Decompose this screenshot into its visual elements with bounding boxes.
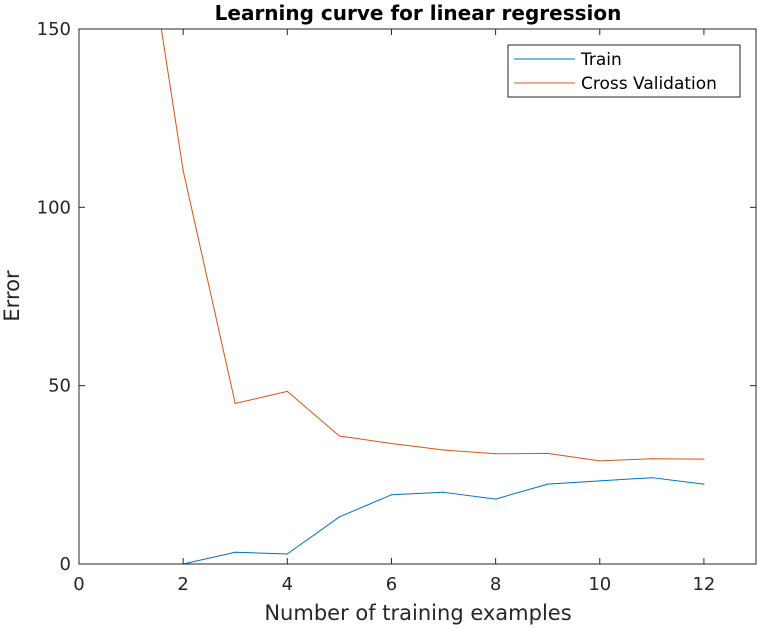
- y-tick-label: 150: [37, 19, 71, 40]
- cross-validation-data-point: [599, 460, 601, 462]
- train-data-point: [286, 553, 288, 555]
- cross-validation-data-point: [442, 449, 445, 451]
- cross-validation-data-point: [286, 390, 288, 392]
- train-data-point: [442, 491, 445, 493]
- legend-box: [507, 44, 741, 98]
- legend: Train Cross Validation: [507, 44, 741, 98]
- x-tick-label: 6: [386, 574, 397, 595]
- y-tick-label: 100: [37, 197, 71, 218]
- cross-validation-data-point: [651, 458, 653, 460]
- x-tick-label: 10: [588, 574, 611, 595]
- y-tick-label: 50: [48, 376, 71, 397]
- cross-validation-data-point: [547, 452, 549, 455]
- cross-validation-data-point: [703, 458, 705, 460]
- train-data-point: [547, 483, 549, 485]
- train-data-point: [338, 516, 340, 518]
- x-axis-label: Number of training examples: [264, 601, 571, 625]
- chart-title: Learning curve for linear regression: [215, 1, 622, 25]
- x-tick-label: 4: [282, 574, 293, 595]
- series-layer: [130, 29, 705, 564]
- legend-cross-validation-label: Cross Validation: [581, 74, 717, 94]
- x-tick-label: 12: [692, 574, 715, 595]
- ticks-layer: 0 2 4 6 8 10 12 0 50 100 150: [37, 19, 756, 595]
- axes-box: [78, 28, 757, 565]
- y-axis-label: Error: [0, 270, 24, 322]
- train-data-point: [234, 551, 236, 553]
- cross-validation-data-point: [182, 169, 184, 172]
- cross-validation-data-point: [234, 402, 236, 405]
- train-data-point: [599, 480, 601, 482]
- cross-validation-data-point: [390, 442, 393, 445]
- train-data-point: [651, 477, 653, 479]
- cross-validation-series-line: [160, 29, 704, 462]
- y-tick-label: 0: [60, 554, 71, 575]
- cross-validation-data-point: [338, 435, 340, 437]
- x-tick-label: 0: [73, 574, 84, 595]
- x-tick-label: 2: [177, 574, 188, 595]
- train-data-point: [495, 498, 497, 500]
- cross-validation-data-point: [495, 453, 497, 455]
- train-data-point: [703, 483, 705, 485]
- plot-area: [79, 29, 756, 564]
- x-tick-label: 8: [490, 574, 501, 595]
- train-series-line: [131, 477, 704, 564]
- legend-train-label: Train: [580, 50, 622, 70]
- train-data-point: [390, 494, 393, 496]
